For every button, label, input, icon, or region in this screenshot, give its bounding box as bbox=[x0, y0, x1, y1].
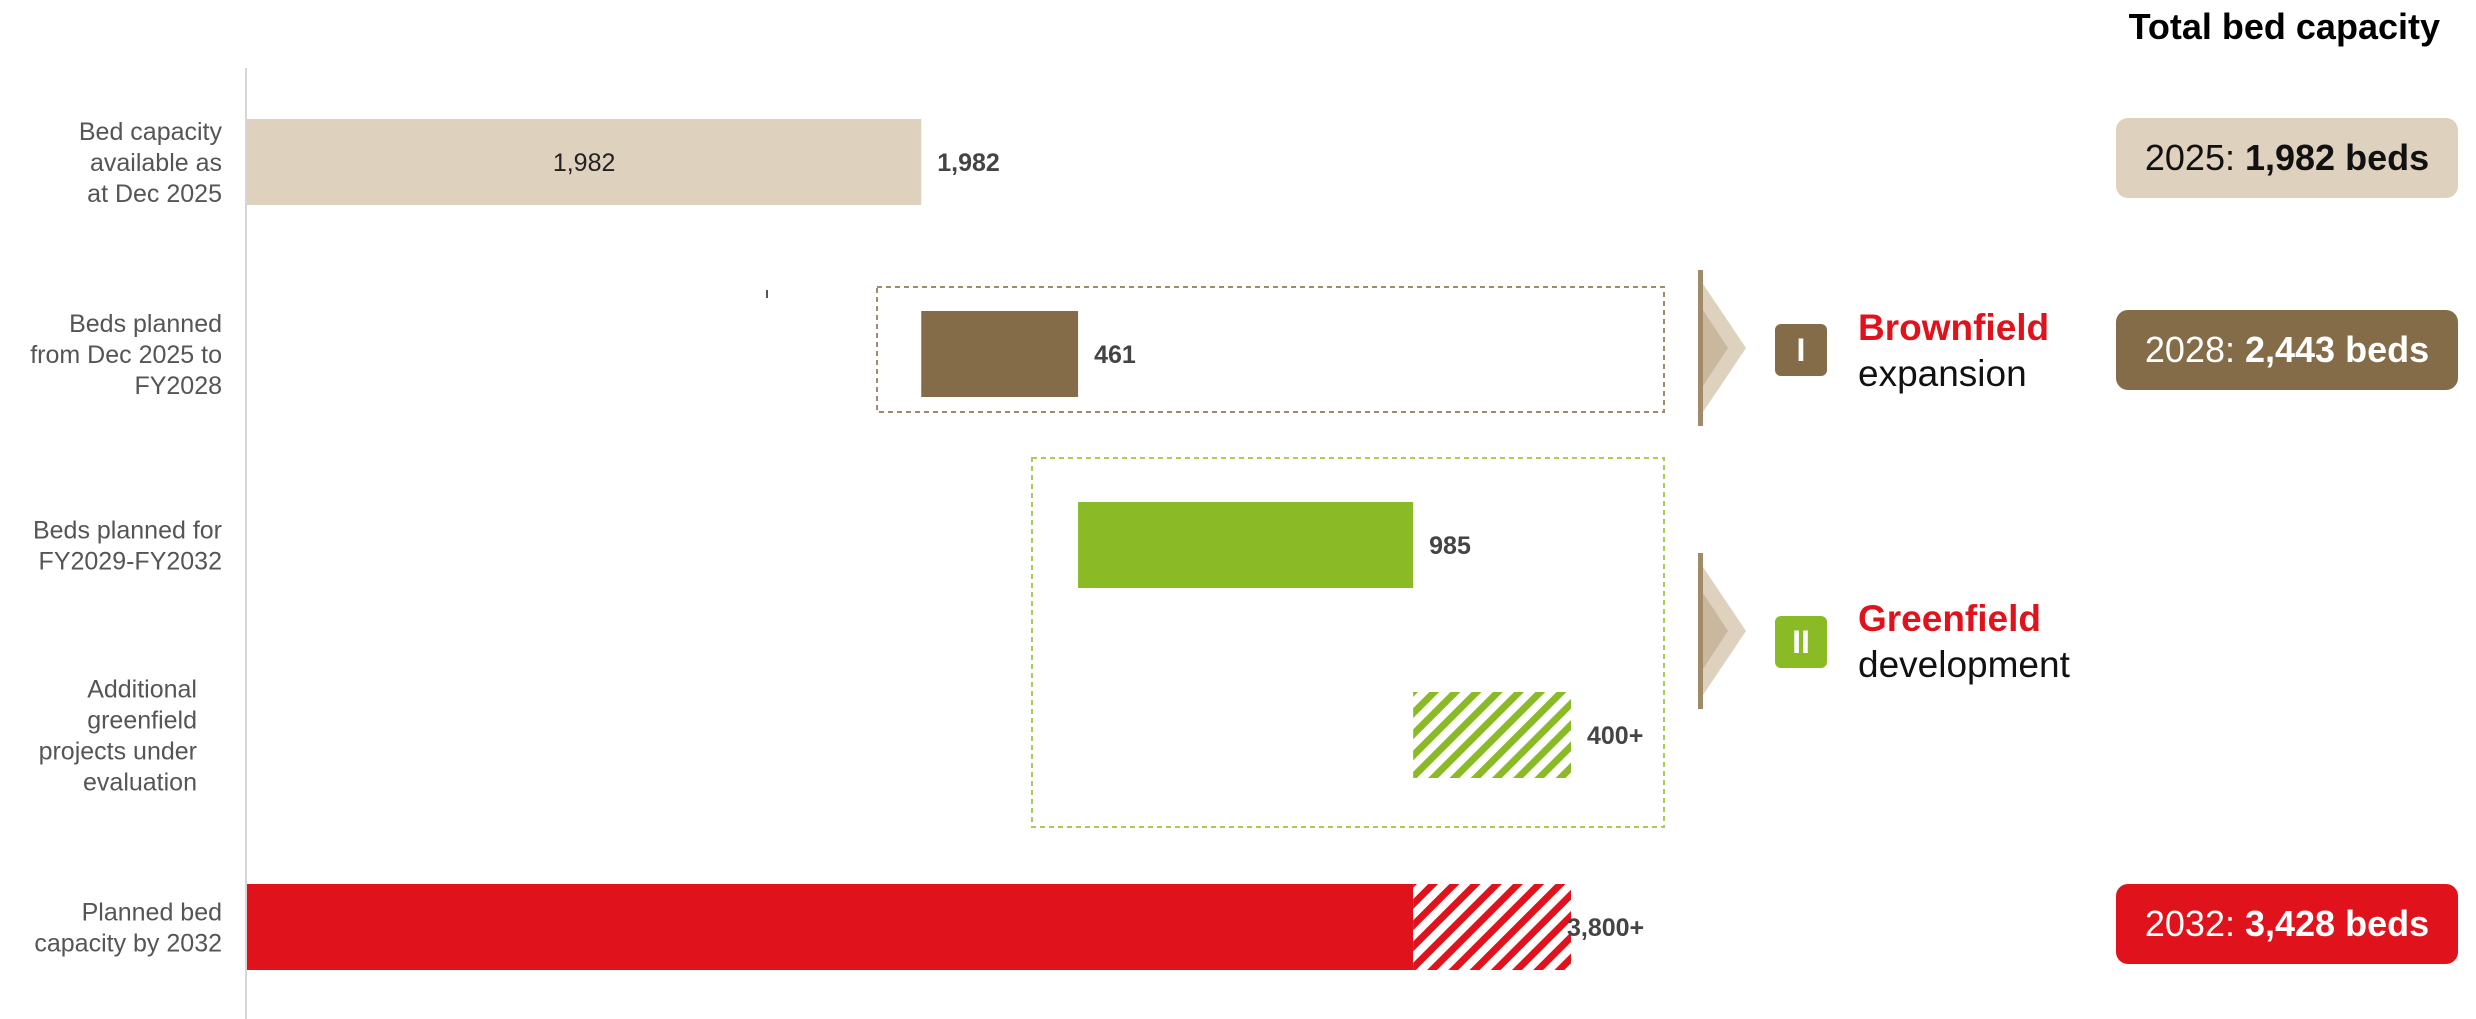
labels-layer: Bed capacity available as at Dec 2025 Beds … bbox=[30, 118, 1644, 958]
total-box-2032: 2032: 3,428 beds bbox=[2116, 884, 2458, 964]
category-label: Planned bed capacity by 2032 bbox=[34, 899, 222, 958]
total-year-2025: 2025: bbox=[2144, 137, 2235, 178]
category-label: Beds planned from Dec 2025 to FY2028 bbox=[30, 310, 222, 400]
category-label-line: Planned bed bbox=[82, 899, 222, 927]
category-label-line: at Dec 2025 bbox=[87, 180, 222, 208]
bar-end-label: 3,800+ bbox=[1567, 914, 1644, 942]
phase-title-greenfield: Greenfield bbox=[1858, 598, 2041, 639]
total-year-2032: 2032: bbox=[2144, 903, 2235, 944]
category-label-line: available as bbox=[90, 149, 222, 177]
chevron-right-icon bbox=[1698, 553, 1746, 709]
bars-layer bbox=[247, 119, 1571, 970]
category-label-line: evaluation bbox=[83, 769, 197, 797]
bar bbox=[921, 311, 1079, 397]
bed-capacity-chart: Bed capacity available as at Dec 2025 Beds … bbox=[30, 68, 1665, 1019]
bar bbox=[1413, 692, 1571, 778]
bar-inner-label: 1,982 bbox=[553, 149, 616, 177]
total-beds-2025: 1,982 beds bbox=[2244, 137, 2430, 178]
category-label: Additional greenfield projects under evalua… bbox=[39, 676, 197, 797]
bar-end-label: 985 bbox=[1429, 532, 1471, 560]
bar bbox=[247, 884, 1414, 970]
total-box-2025: 2025: 1,982 beds bbox=[2116, 118, 2458, 198]
category-label-line: from Dec 2025 to bbox=[30, 341, 222, 369]
phase-title-brownfield: Brownfield bbox=[1858, 307, 2050, 348]
category-label-line: Beds planned for bbox=[33, 517, 222, 545]
category-label-line: capacity by 2032 bbox=[34, 930, 222, 958]
bar bbox=[1078, 502, 1414, 588]
total-capacity-heading: Total bed capacity bbox=[2128, 6, 2440, 47]
bar-end-label: 1,982 bbox=[937, 149, 1000, 177]
phase-brownfield: Brownfield expansion bbox=[1858, 305, 2049, 397]
phase-greenfield: Greenfield development bbox=[1858, 596, 2070, 688]
category-label-line: Beds planned bbox=[69, 310, 222, 338]
category-label-line: projects under bbox=[39, 738, 197, 766]
bar-extension bbox=[1413, 884, 1571, 970]
category-label-line: FY2029-FY2032 bbox=[39, 548, 222, 576]
category-label-line: FY2028 bbox=[134, 372, 222, 400]
category-label-line: greenfield bbox=[87, 707, 197, 735]
phase-subtitle-brownfield: expansion bbox=[1858, 353, 2027, 394]
total-beds-2028: 2,443 beds bbox=[2244, 329, 2430, 370]
phase-subtitle-greenfield: development bbox=[1858, 644, 2070, 685]
category-label-line: Bed capacity bbox=[79, 118, 223, 146]
brownfield-group-box bbox=[876, 286, 1665, 413]
bar bbox=[247, 119, 922, 205]
bar-end-label: 400+ bbox=[1587, 722, 1643, 750]
phase-badge-ii: II bbox=[1775, 616, 1827, 668]
total-beds-2032: 3,428 beds bbox=[2244, 903, 2430, 944]
total-box-2028: 2028: 2,443 beds bbox=[2116, 310, 2458, 390]
greenfield-group-box bbox=[1031, 457, 1665, 828]
category-label: Bed capacity available as at Dec 2025 bbox=[79, 118, 223, 208]
chevron-right-icon bbox=[1698, 270, 1746, 426]
total-year-2028: 2028: bbox=[2144, 329, 2235, 370]
category-label-line: Additional bbox=[87, 676, 197, 704]
bar-end-label: 461 bbox=[1094, 341, 1136, 369]
phase-badge-i: I bbox=[1775, 324, 1827, 376]
category-label: Beds planned for FY2029-FY2032 bbox=[33, 517, 222, 576]
